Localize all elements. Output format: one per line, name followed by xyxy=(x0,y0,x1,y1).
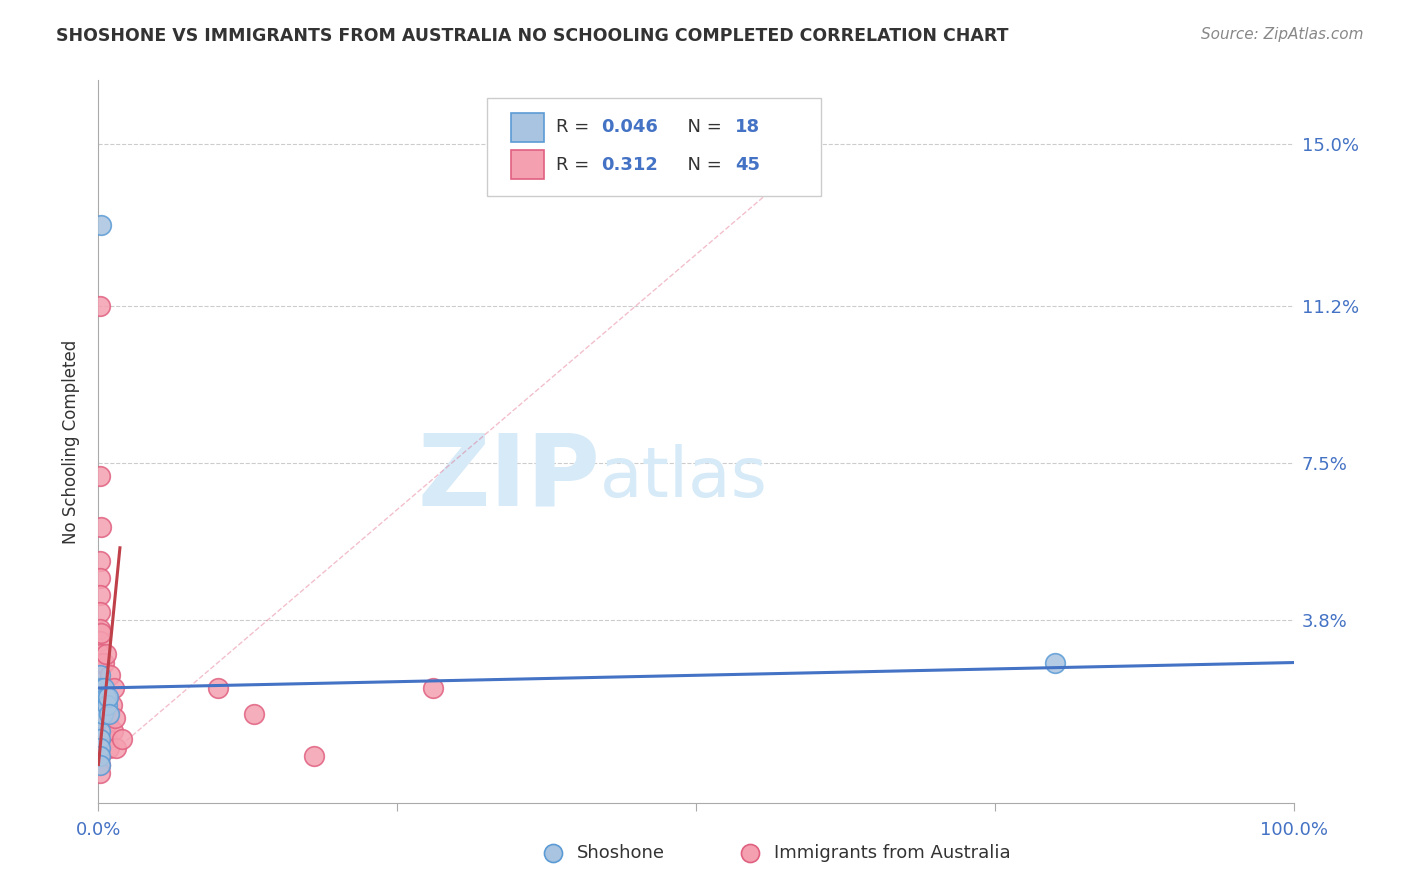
Point xyxy=(111,732,134,747)
Point xyxy=(90,519,112,533)
Point xyxy=(89,660,111,674)
Point xyxy=(105,740,128,755)
Point xyxy=(96,698,118,712)
Point xyxy=(89,740,111,755)
Point xyxy=(89,605,111,619)
Point xyxy=(89,698,111,712)
Point xyxy=(89,749,111,764)
Point xyxy=(89,570,111,584)
Text: 0.0%: 0.0% xyxy=(76,821,121,838)
Point xyxy=(207,681,229,695)
Text: R =: R = xyxy=(557,156,595,174)
Point xyxy=(89,723,111,738)
Point xyxy=(89,622,111,636)
Point xyxy=(91,706,114,721)
Point xyxy=(91,698,114,712)
Point xyxy=(91,706,114,721)
Point xyxy=(89,757,111,772)
Point xyxy=(89,299,111,313)
Point xyxy=(89,723,111,738)
Point xyxy=(101,723,124,738)
Text: 0.046: 0.046 xyxy=(602,119,658,136)
Text: 100.0%: 100.0% xyxy=(1260,821,1327,838)
Point xyxy=(90,681,112,695)
Point xyxy=(89,673,111,687)
Point xyxy=(243,706,266,721)
Point xyxy=(422,681,444,695)
Point xyxy=(98,706,121,721)
Point xyxy=(1043,656,1066,670)
FancyBboxPatch shape xyxy=(486,98,821,196)
Point xyxy=(91,698,114,712)
Point xyxy=(89,553,111,567)
Point xyxy=(89,711,111,725)
Text: ZIP: ZIP xyxy=(418,429,600,526)
Point xyxy=(91,681,114,695)
Point xyxy=(89,711,111,725)
Text: 0.312: 0.312 xyxy=(602,156,658,174)
Point xyxy=(89,732,111,747)
Bar xyxy=(510,151,544,179)
Point xyxy=(89,740,111,755)
Text: Shoshone: Shoshone xyxy=(576,845,665,863)
Point xyxy=(89,766,111,780)
Point xyxy=(98,740,121,755)
Point xyxy=(89,685,111,699)
Point xyxy=(94,690,117,704)
Point xyxy=(89,647,111,661)
Point xyxy=(100,698,122,712)
Point xyxy=(90,625,112,640)
Bar xyxy=(510,112,544,142)
Point xyxy=(89,468,111,483)
Point xyxy=(94,647,117,661)
Text: N =: N = xyxy=(676,119,727,136)
Point xyxy=(96,732,118,747)
Point xyxy=(97,690,120,704)
Point xyxy=(89,749,111,764)
Point xyxy=(97,714,120,729)
Y-axis label: No Schooling Completed: No Schooling Completed xyxy=(62,340,80,543)
Text: SHOSHONE VS IMMIGRANTS FROM AUSTRALIA NO SCHOOLING COMPLETED CORRELATION CHART: SHOSHONE VS IMMIGRANTS FROM AUSTRALIA NO… xyxy=(56,27,1008,45)
Point xyxy=(89,698,111,712)
Point xyxy=(90,656,112,670)
Point xyxy=(93,656,115,670)
Text: Immigrants from Australia: Immigrants from Australia xyxy=(773,845,1011,863)
Point xyxy=(98,668,122,682)
Text: 45: 45 xyxy=(735,156,761,174)
Point xyxy=(104,711,127,725)
Text: Source: ZipAtlas.com: Source: ZipAtlas.com xyxy=(1201,27,1364,42)
Point xyxy=(302,749,325,764)
Point xyxy=(90,218,112,232)
Point xyxy=(89,634,111,648)
Point xyxy=(91,681,114,695)
Text: N =: N = xyxy=(676,156,727,174)
Point xyxy=(89,757,111,772)
Point xyxy=(89,588,111,602)
Point xyxy=(93,681,115,695)
Point xyxy=(94,690,117,704)
Point xyxy=(93,723,115,738)
Text: 18: 18 xyxy=(735,119,761,136)
Point xyxy=(89,668,111,682)
Text: atlas: atlas xyxy=(600,444,768,511)
Text: R =: R = xyxy=(557,119,595,136)
Point xyxy=(89,732,111,747)
Point xyxy=(103,681,125,695)
